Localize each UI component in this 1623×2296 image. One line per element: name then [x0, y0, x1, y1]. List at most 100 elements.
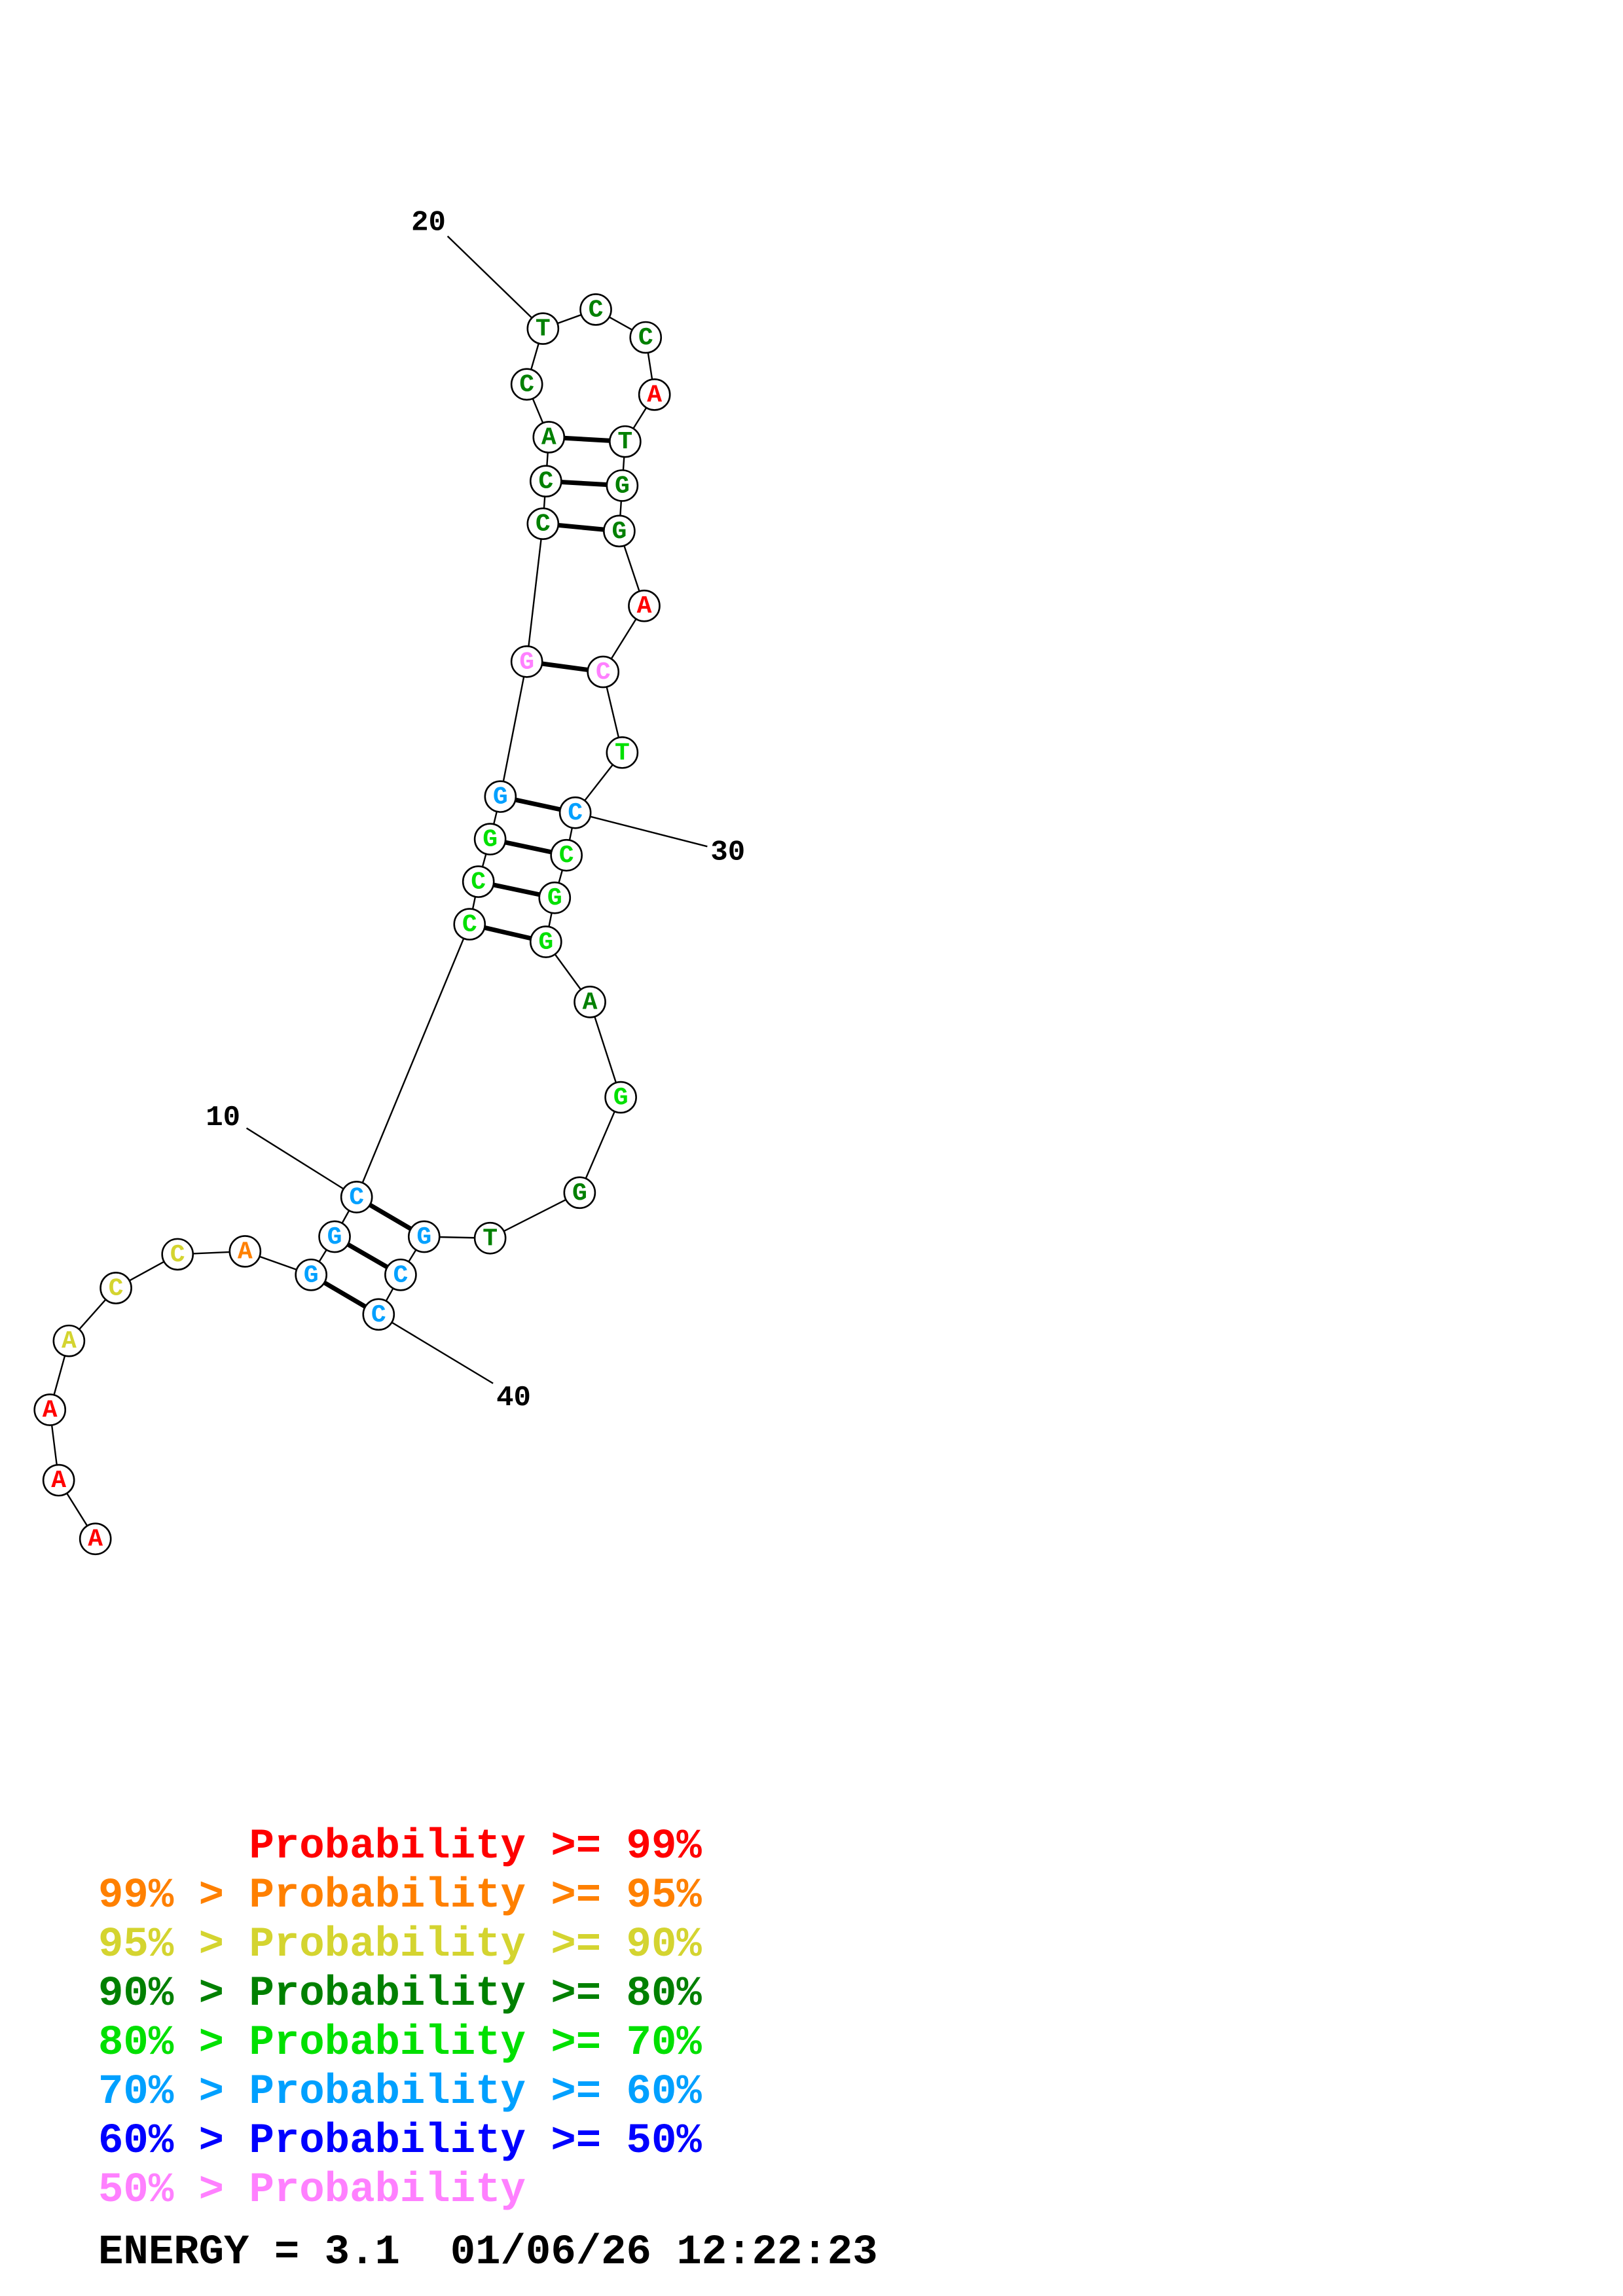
legend-row: 95% > Probability >= 90%: [98, 1924, 702, 1966]
nucleotide: A: [52, 1324, 86, 1357]
nucleotide-circle: [161, 1238, 194, 1271]
nucleotide-circle: [628, 589, 661, 622]
legend-prefix: 80% >: [98, 2020, 249, 2068]
nucleotide: C: [362, 1298, 395, 1331]
nucleotide-base: C: [559, 842, 574, 870]
legend-prefix: 70% >: [98, 2069, 249, 2117]
nucleotide-base: C: [596, 658, 611, 687]
nucleotide: G: [407, 1220, 441, 1253]
nucleotide-base: A: [238, 1238, 253, 1266]
nucleotide-base: T: [617, 428, 632, 456]
nucleotide: G: [295, 1258, 328, 1291]
nucleotide: A: [33, 1393, 67, 1426]
nucleotide: C: [384, 1258, 417, 1291]
legend-row: 60% > Probability >= 50%: [98, 2121, 702, 2162]
nucleotide: C: [510, 368, 543, 401]
nucleotide-circle: [42, 1463, 75, 1497]
nucleotide-base: G: [519, 648, 534, 676]
nucleotide: C: [161, 1238, 194, 1271]
nucleotide: C: [558, 796, 592, 829]
position-label-line: [246, 1127, 357, 1198]
nucleotide-circle: [532, 421, 566, 454]
nucleotide: T: [606, 736, 639, 769]
nucleotide-circle: [529, 465, 562, 498]
nucleotide-circle: [629, 321, 663, 354]
nucleotide-circle: [606, 736, 639, 769]
nucleotide-base: C: [568, 799, 583, 827]
nucleotide: G: [603, 514, 636, 548]
position-label-lines: [246, 236, 708, 1384]
nucleotide: A: [228, 1235, 262, 1268]
nucleotide-base: A: [51, 1467, 66, 1495]
nucleotide-circle: [558, 796, 592, 829]
nucleotide: C: [629, 321, 663, 354]
backbone-segment: [356, 924, 471, 1198]
backbone-layer: [49, 308, 655, 1539]
nucleotide: T: [609, 425, 642, 458]
legend-prefix: 90% >: [98, 1970, 249, 2018]
nucleotide-base: C: [109, 1274, 124, 1302]
legend-row: Probability >= 99%: [98, 1823, 702, 1871]
nucleotide: G: [604, 1081, 637, 1114]
nucleotide-circle: [407, 1220, 441, 1253]
nucleotide-circle: [529, 925, 562, 958]
nucleotide-base: C: [638, 324, 653, 352]
legend-label: Probability >= 70%: [249, 2020, 702, 2068]
nucleotide: T: [526, 312, 560, 345]
nucleotide: G: [529, 925, 562, 958]
legend-prefix: 99% >: [98, 1872, 249, 1920]
nucleotide-base: G: [483, 826, 498, 854]
nucleotide-base: A: [583, 988, 598, 1016]
position-label-20: 20: [411, 207, 446, 240]
nucleotide-circle: [538, 881, 572, 914]
nucleotide-circle: [510, 645, 543, 678]
nucleotide-circle: [563, 1176, 596, 1210]
backbone-segment: [579, 1097, 622, 1193]
nucleotide-circle: [579, 293, 612, 326]
nucleotide-circle: [606, 469, 639, 502]
position-label-30: 30: [710, 836, 745, 869]
nucleotide-base: A: [637, 592, 652, 620]
backbone-segment: [500, 661, 528, 797]
nucleotide-circle: [295, 1258, 328, 1291]
nucleotide-base: C: [589, 296, 604, 324]
legend-row: 70% > Probability >= 60%: [98, 2072, 702, 2113]
nucleotide: G: [510, 645, 543, 678]
position-label-layer: 10 20 30 40: [206, 207, 745, 1414]
nucleotide: T: [473, 1221, 507, 1255]
nucleotide: G: [606, 469, 639, 502]
legend-row: 99% > Probability >= 95%: [98, 1875, 702, 1917]
nucleotide-circle: [473, 823, 507, 855]
nucleotide: C: [453, 908, 486, 941]
backbone-segment: [490, 1192, 580, 1239]
nucleotide: C: [550, 838, 583, 872]
nucleotide: C: [462, 865, 495, 898]
nucleotide: G: [563, 1176, 596, 1210]
legend-label: Probability >= 50%: [249, 2118, 702, 2166]
nucleotide-base: T: [615, 739, 630, 767]
nucleotide-base: A: [43, 1396, 58, 1424]
nucleotide-circle: [604, 1081, 637, 1114]
nucleotide-base: C: [519, 371, 534, 399]
nucleotide-base: T: [536, 315, 551, 344]
nucleotide: C: [579, 293, 612, 326]
nucleotide-circle: [100, 1272, 132, 1304]
legend-label: Probability >= 60%: [249, 2069, 702, 2117]
position-label-10: 10: [206, 1102, 240, 1134]
legend-label: Probability >= 80%: [249, 1970, 702, 2018]
nucleotide: A: [638, 378, 671, 411]
nucleotide-circle: [318, 1220, 351, 1253]
nucleotide-circle: [638, 378, 671, 411]
nucleotide-circle: [362, 1298, 395, 1331]
nucleotide-base: C: [471, 869, 486, 897]
legend-prefix: 50% >: [98, 2167, 249, 2215]
nucleotide-circle: [574, 986, 606, 1018]
nucleotide-circle: [52, 1324, 86, 1357]
nucleotide-circle: [510, 368, 543, 401]
nucleotide: A: [574, 986, 606, 1018]
position-label-40: 40: [496, 1382, 531, 1414]
legend-prefix: [98, 1823, 249, 1871]
nucleotide-circle: [526, 312, 560, 345]
legend-label: Probability >= 99%: [249, 1823, 702, 1871]
nucleotide-base: A: [647, 381, 662, 409]
